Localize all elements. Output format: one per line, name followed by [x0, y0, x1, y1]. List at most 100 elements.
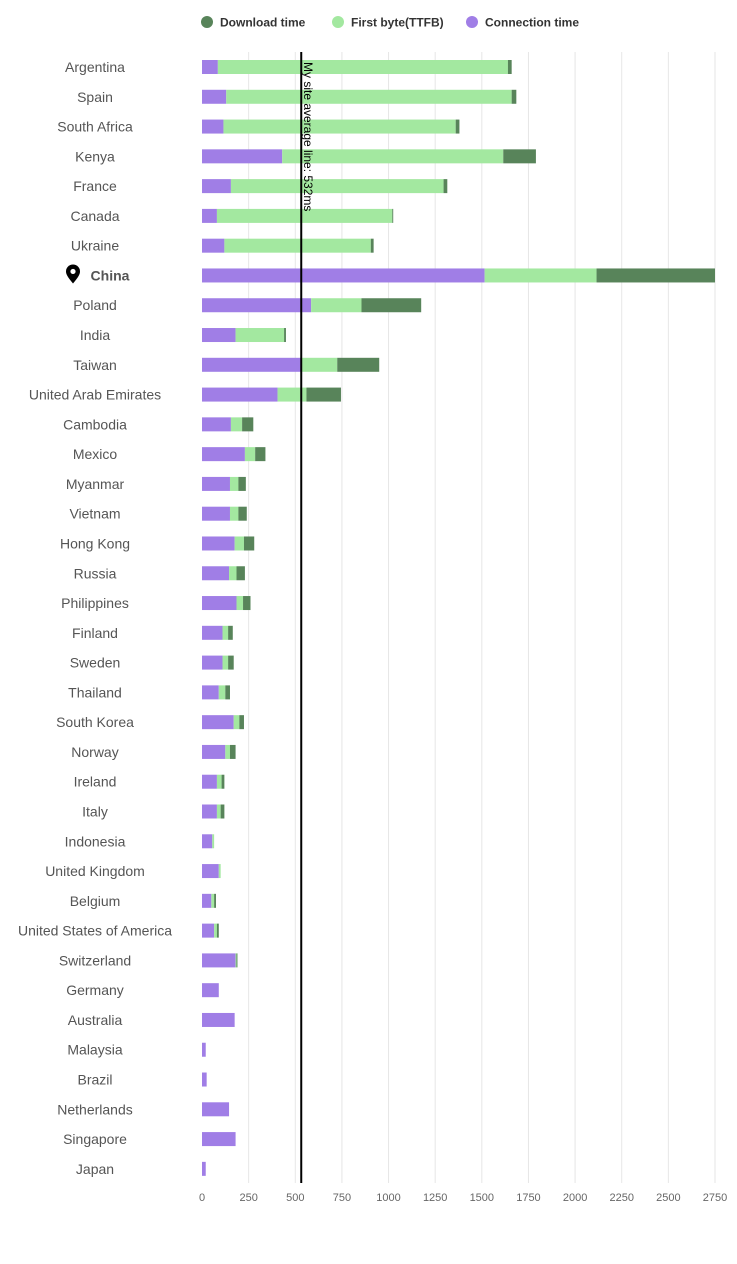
- category-label-philippines: Philippines: [61, 595, 129, 611]
- bar-connection-time-taiwan: [202, 357, 302, 372]
- category-label-netherlands: Netherlands: [57, 1101, 133, 1117]
- bar-download-time-vietnam: [238, 506, 247, 521]
- bar-connection-time-mexico: [202, 447, 245, 462]
- bar-download-time-kenya: [503, 149, 536, 164]
- legend-label: Connection time: [485, 16, 579, 30]
- bar-download-time-philippines: [243, 596, 251, 611]
- category-label-belgium: Belgium: [70, 893, 121, 909]
- bar-first-byte-ttfb-taiwan: [301, 357, 338, 372]
- bar-connection-time-kenya: [202, 149, 283, 164]
- x-tick-label: 2000: [563, 1192, 587, 1204]
- category-label-united-kingdom: United Kingdom: [45, 863, 145, 879]
- category-label-south-korea: South Korea: [56, 714, 134, 730]
- bar-download-time-united-states-of-america: [216, 923, 219, 938]
- bar-connection-time-poland: [202, 298, 312, 313]
- bar-download-time-norway: [229, 744, 236, 759]
- bar-connection-time-norway: [202, 744, 226, 759]
- bar-connection-time-argentina: [202, 60, 218, 74]
- bar-first-byte-ttfb-philippines: [236, 596, 244, 611]
- reference-line-layer: My site average line: 532ms: [300, 52, 315, 1183]
- bar-download-time-canada: [392, 208, 394, 223]
- bar-download-time-taiwan: [337, 357, 380, 372]
- x-tick-label: 750: [333, 1192, 351, 1204]
- category-label-ukraine: Ukraine: [71, 238, 119, 254]
- bar-first-byte-ttfb-ukraine: [224, 238, 371, 253]
- category-label-united-states-of-america: United States of America: [18, 923, 172, 939]
- bar-first-byte-ttfb-kenya: [282, 149, 504, 164]
- bar-connection-time-russia: [202, 566, 230, 581]
- bar-first-byte-ttfb-poland: [311, 298, 362, 313]
- bar-connection-time-finland: [202, 625, 223, 640]
- x-tick-label: 2750: [703, 1192, 727, 1204]
- bar-connection-time-united-arab-emirates: [202, 387, 278, 402]
- bar-download-time-belgium: [214, 893, 216, 908]
- category-label-singapore: Singapore: [63, 1131, 127, 1147]
- bar-download-time-china: [596, 268, 715, 283]
- category-label-mexico: Mexico: [73, 446, 118, 462]
- category-label-thailand: Thailand: [68, 684, 122, 700]
- bar-download-time-mexico: [255, 447, 266, 462]
- category-label-united-arab-emirates: United Arab Emirates: [29, 387, 161, 403]
- bar-connection-time-singapore: [202, 1132, 236, 1147]
- bar-layer: [202, 60, 715, 1176]
- category-label-india: India: [80, 327, 111, 343]
- category-label-myanmar: Myanmar: [66, 476, 125, 492]
- legend-label: Download time: [220, 16, 306, 30]
- x-tick-label: 250: [239, 1192, 257, 1204]
- bar-connection-time-australia: [202, 1012, 235, 1027]
- legend-marker: [466, 16, 478, 28]
- category-label-switzerland: Switzerland: [59, 952, 131, 968]
- bar-first-byte-ttfb-hong-kong: [234, 536, 244, 551]
- bar-first-byte-ttfb-vietnam: [229, 506, 239, 521]
- x-tick-label: 0: [199, 1192, 205, 1204]
- category-label-hong-kong: Hong Kong: [60, 535, 130, 551]
- bar-download-time-italy: [220, 804, 225, 819]
- category-label-france: France: [73, 178, 117, 194]
- category-label-kenya: Kenya: [75, 148, 115, 164]
- bar-first-byte-ttfb-mexico: [244, 447, 256, 462]
- category-label-sweden: Sweden: [70, 655, 121, 671]
- x-tick-label: 1750: [516, 1192, 540, 1204]
- category-label-taiwan: Taiwan: [73, 357, 117, 373]
- category-label-layer: Argentina Spain South Africa Kenya France Can…: [18, 59, 172, 1177]
- category-label-poland: Poland: [73, 297, 117, 313]
- bar-download-time-south-korea: [239, 715, 244, 730]
- bar-download-time-russia: [236, 566, 245, 581]
- category-label-germany: Germany: [66, 982, 124, 998]
- bar-connection-time-ireland: [202, 774, 217, 789]
- bar-connection-time-south-korea: [202, 715, 234, 730]
- bar-connection-time-france: [202, 179, 231, 194]
- bar-download-time-cambodia: [242, 417, 254, 432]
- legend-item-download-time: Download time: [201, 16, 306, 30]
- bar-connection-time-belgium: [202, 893, 212, 908]
- bar-first-byte-ttfb-united-arab-emirates: [277, 387, 307, 402]
- x-tick-label: 1500: [470, 1192, 494, 1204]
- x-tick-label: 1250: [423, 1192, 447, 1204]
- category-label-japan: Japan: [76, 1161, 114, 1177]
- bar-download-time-thailand: [225, 685, 230, 700]
- bar-connection-time-vietnam: [202, 506, 230, 521]
- bar-connection-time-china: [202, 268, 485, 283]
- bar-first-byte-ttfb-india: [235, 328, 285, 343]
- category-label-indonesia: Indonesia: [65, 833, 126, 849]
- bar-connection-time-philippines: [202, 596, 237, 611]
- category-label-south-africa: South Africa: [57, 119, 133, 135]
- bar-connection-time-germany: [202, 983, 219, 998]
- bar-connection-time-united-states-of-america: [202, 923, 215, 938]
- category-label-norway: Norway: [71, 744, 118, 760]
- bar-download-time-switzerland: [236, 953, 238, 968]
- category-label-russia: Russia: [74, 565, 117, 581]
- bar-download-time-france: [443, 179, 448, 194]
- bar-connection-time-myanmar: [202, 476, 230, 491]
- legend-marker: [201, 16, 213, 28]
- legend: Download time First byte(TTFB) Connection …: [201, 16, 579, 30]
- bar-first-byte-ttfb-sweden: [222, 655, 229, 670]
- bar-connection-time-hong-kong: [202, 536, 235, 551]
- bar-download-time-united-arab-emirates: [306, 387, 341, 402]
- bar-first-byte-ttfb-spain: [226, 89, 512, 104]
- bar-first-byte-ttfb-indonesia: [212, 834, 215, 849]
- bar-connection-time-brazil: [202, 1072, 207, 1087]
- bar-first-byte-ttfb-belgium: [211, 893, 215, 908]
